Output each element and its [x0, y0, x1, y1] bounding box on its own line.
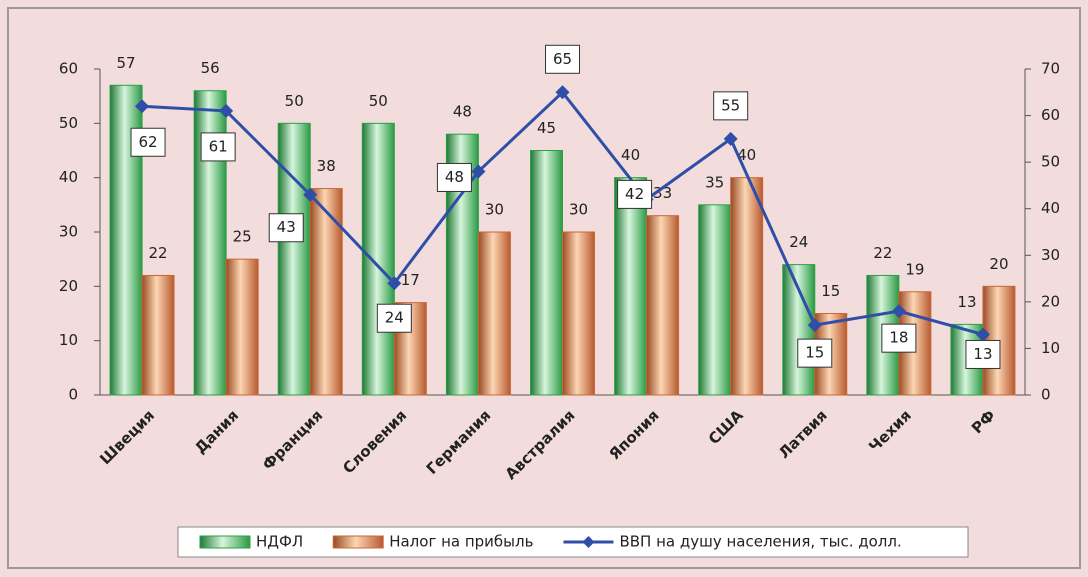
bar [309, 188, 343, 396]
line-value-label: 13 [973, 345, 992, 363]
line-marker [555, 85, 570, 100]
y2-tick-label: 10 [1041, 339, 1060, 357]
line-value-label: 48 [445, 168, 464, 186]
line-label-box [436, 162, 472, 192]
line-label-box [130, 127, 166, 157]
bar [646, 215, 680, 396]
y2-tick-label: 70 [1041, 60, 1060, 78]
line-marker [135, 99, 150, 114]
bar [361, 122, 395, 396]
line-label-box [965, 339, 1001, 369]
bar-value-label: 30 [569, 201, 588, 219]
bar-value-label: 20 [989, 255, 1008, 273]
bar-value-label: 33 [653, 184, 672, 202]
line-label-box [545, 44, 580, 74]
line-value-label: 18 [889, 329, 908, 347]
bar-value-label: 40 [621, 146, 640, 164]
bar [530, 150, 563, 396]
bar-value-label: 40 [737, 146, 756, 164]
y-tick-label: 60 [59, 60, 78, 78]
y2-tick-label: 20 [1041, 292, 1060, 310]
bar [141, 274, 175, 396]
y-tick-label: 50 [59, 114, 78, 132]
line-marker [891, 304, 906, 319]
line-label-box [268, 213, 304, 243]
legend-label: НДФЛ [256, 533, 303, 551]
bar-value-label: 13 [957, 293, 976, 311]
line-label-box [200, 132, 236, 162]
bar-value-label: 45 [537, 119, 556, 137]
bar-value-label: 17 [401, 271, 420, 289]
bar [562, 231, 595, 396]
line-marker [975, 327, 990, 342]
legend-swatch [332, 535, 384, 549]
line-marker [471, 164, 486, 179]
line-value-label: 62 [138, 133, 157, 151]
bar-value-label: 19 [905, 260, 924, 278]
bar [782, 264, 816, 396]
line-marker [723, 131, 738, 146]
line-marker [219, 103, 234, 118]
bar-value-label: 24 [789, 233, 808, 251]
bar [477, 231, 511, 396]
bar [225, 258, 259, 396]
line-marker [807, 318, 822, 333]
y2-tick-label: 0 [1041, 386, 1051, 404]
line-label-box [376, 303, 412, 333]
y2-tick-label: 60 [1041, 106, 1060, 124]
y-tick-label: 0 [68, 386, 78, 404]
bar [277, 122, 311, 396]
bar-value-label: 30 [485, 201, 504, 219]
line-value-label: 65 [553, 50, 572, 68]
line-marker [387, 276, 402, 291]
bar-value-label: 35 [705, 173, 724, 191]
bar-value-label: 38 [317, 157, 336, 175]
y-tick-label: 40 [59, 168, 78, 186]
bar-value-label: 50 [285, 92, 304, 110]
y-tick-label: 20 [59, 277, 78, 295]
line-label-box [617, 179, 653, 209]
bar-value-label: 22 [873, 244, 892, 262]
bar-value-label: 22 [148, 244, 167, 262]
line-label-box [713, 91, 749, 121]
line-value-label: 24 [385, 309, 404, 327]
bar-value-label: 15 [821, 282, 840, 300]
line-value-label: 61 [209, 137, 228, 155]
y-tick-label: 30 [59, 223, 78, 241]
bar [730, 177, 764, 396]
y2-tick-label: 40 [1041, 199, 1060, 217]
y2-tick-label: 30 [1041, 246, 1060, 264]
line-marker [303, 187, 318, 202]
line-value-label: 43 [277, 218, 296, 236]
bar [614, 177, 648, 396]
legend-label: ВВП на душу населения, тыс. долл. [619, 533, 901, 551]
line-value-label: 15 [805, 344, 824, 362]
line-label-box [797, 338, 833, 368]
legend-marker [582, 536, 595, 548]
line-value-label: 55 [721, 96, 740, 114]
line-label-box [881, 323, 917, 353]
y-tick-label: 10 [59, 331, 78, 349]
legend-label: Налог на прибыль [389, 533, 533, 551]
y2-tick-label: 50 [1041, 153, 1060, 171]
legend-swatch [199, 535, 251, 549]
bar-value-label: 56 [201, 59, 220, 77]
bar-value-label: 57 [116, 54, 135, 72]
bar [698, 204, 732, 396]
bar-value-label: 50 [369, 92, 388, 110]
bar-value-label: 48 [453, 103, 472, 121]
bar-value-label: 25 [233, 228, 252, 246]
line-value-label: 42 [625, 185, 644, 203]
